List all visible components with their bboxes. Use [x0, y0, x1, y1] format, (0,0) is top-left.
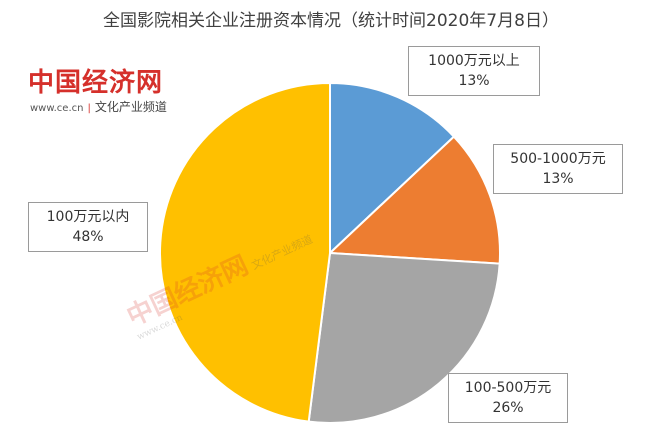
watermark-subline: www.ce.cn | 文化产业频道 [30, 100, 167, 114]
callout-100-500: 100-500万元 26% [448, 373, 568, 423]
slice-value-label: 13% [542, 171, 574, 187]
slice-value-label: 48% [72, 229, 104, 245]
slice-label: 1000万元以上 [428, 53, 520, 69]
slice-value-label: 13% [458, 73, 490, 89]
slice-label: 500-1000万元 [510, 151, 606, 167]
watermark-url: www.ce.cn [30, 103, 84, 114]
slice-value-label: 26% [492, 400, 524, 416]
callout-100-within: 100万元以内 48% [28, 202, 148, 252]
pie-slice-2 [307, 251, 501, 424]
watermark-channel: 文化产业频道 [94, 100, 167, 114]
slice-label: 100-500万元 [464, 380, 552, 396]
pie-slice-1 [327, 135, 501, 265]
pie-slice-3 [158, 81, 331, 423]
callout-500-1000: 500-1000万元 13% [493, 144, 623, 194]
callout-1000-above: 1000万元以上 13% [408, 46, 540, 96]
pie-slice-0 [329, 81, 456, 256]
watermark-logo: 中国经济网 [28, 68, 164, 98]
chart-title: 全国影院相关企业注册资本情况（统计时间2020年7月8日） [103, 11, 559, 31]
slice-label: 100万元以内 [46, 209, 130, 225]
